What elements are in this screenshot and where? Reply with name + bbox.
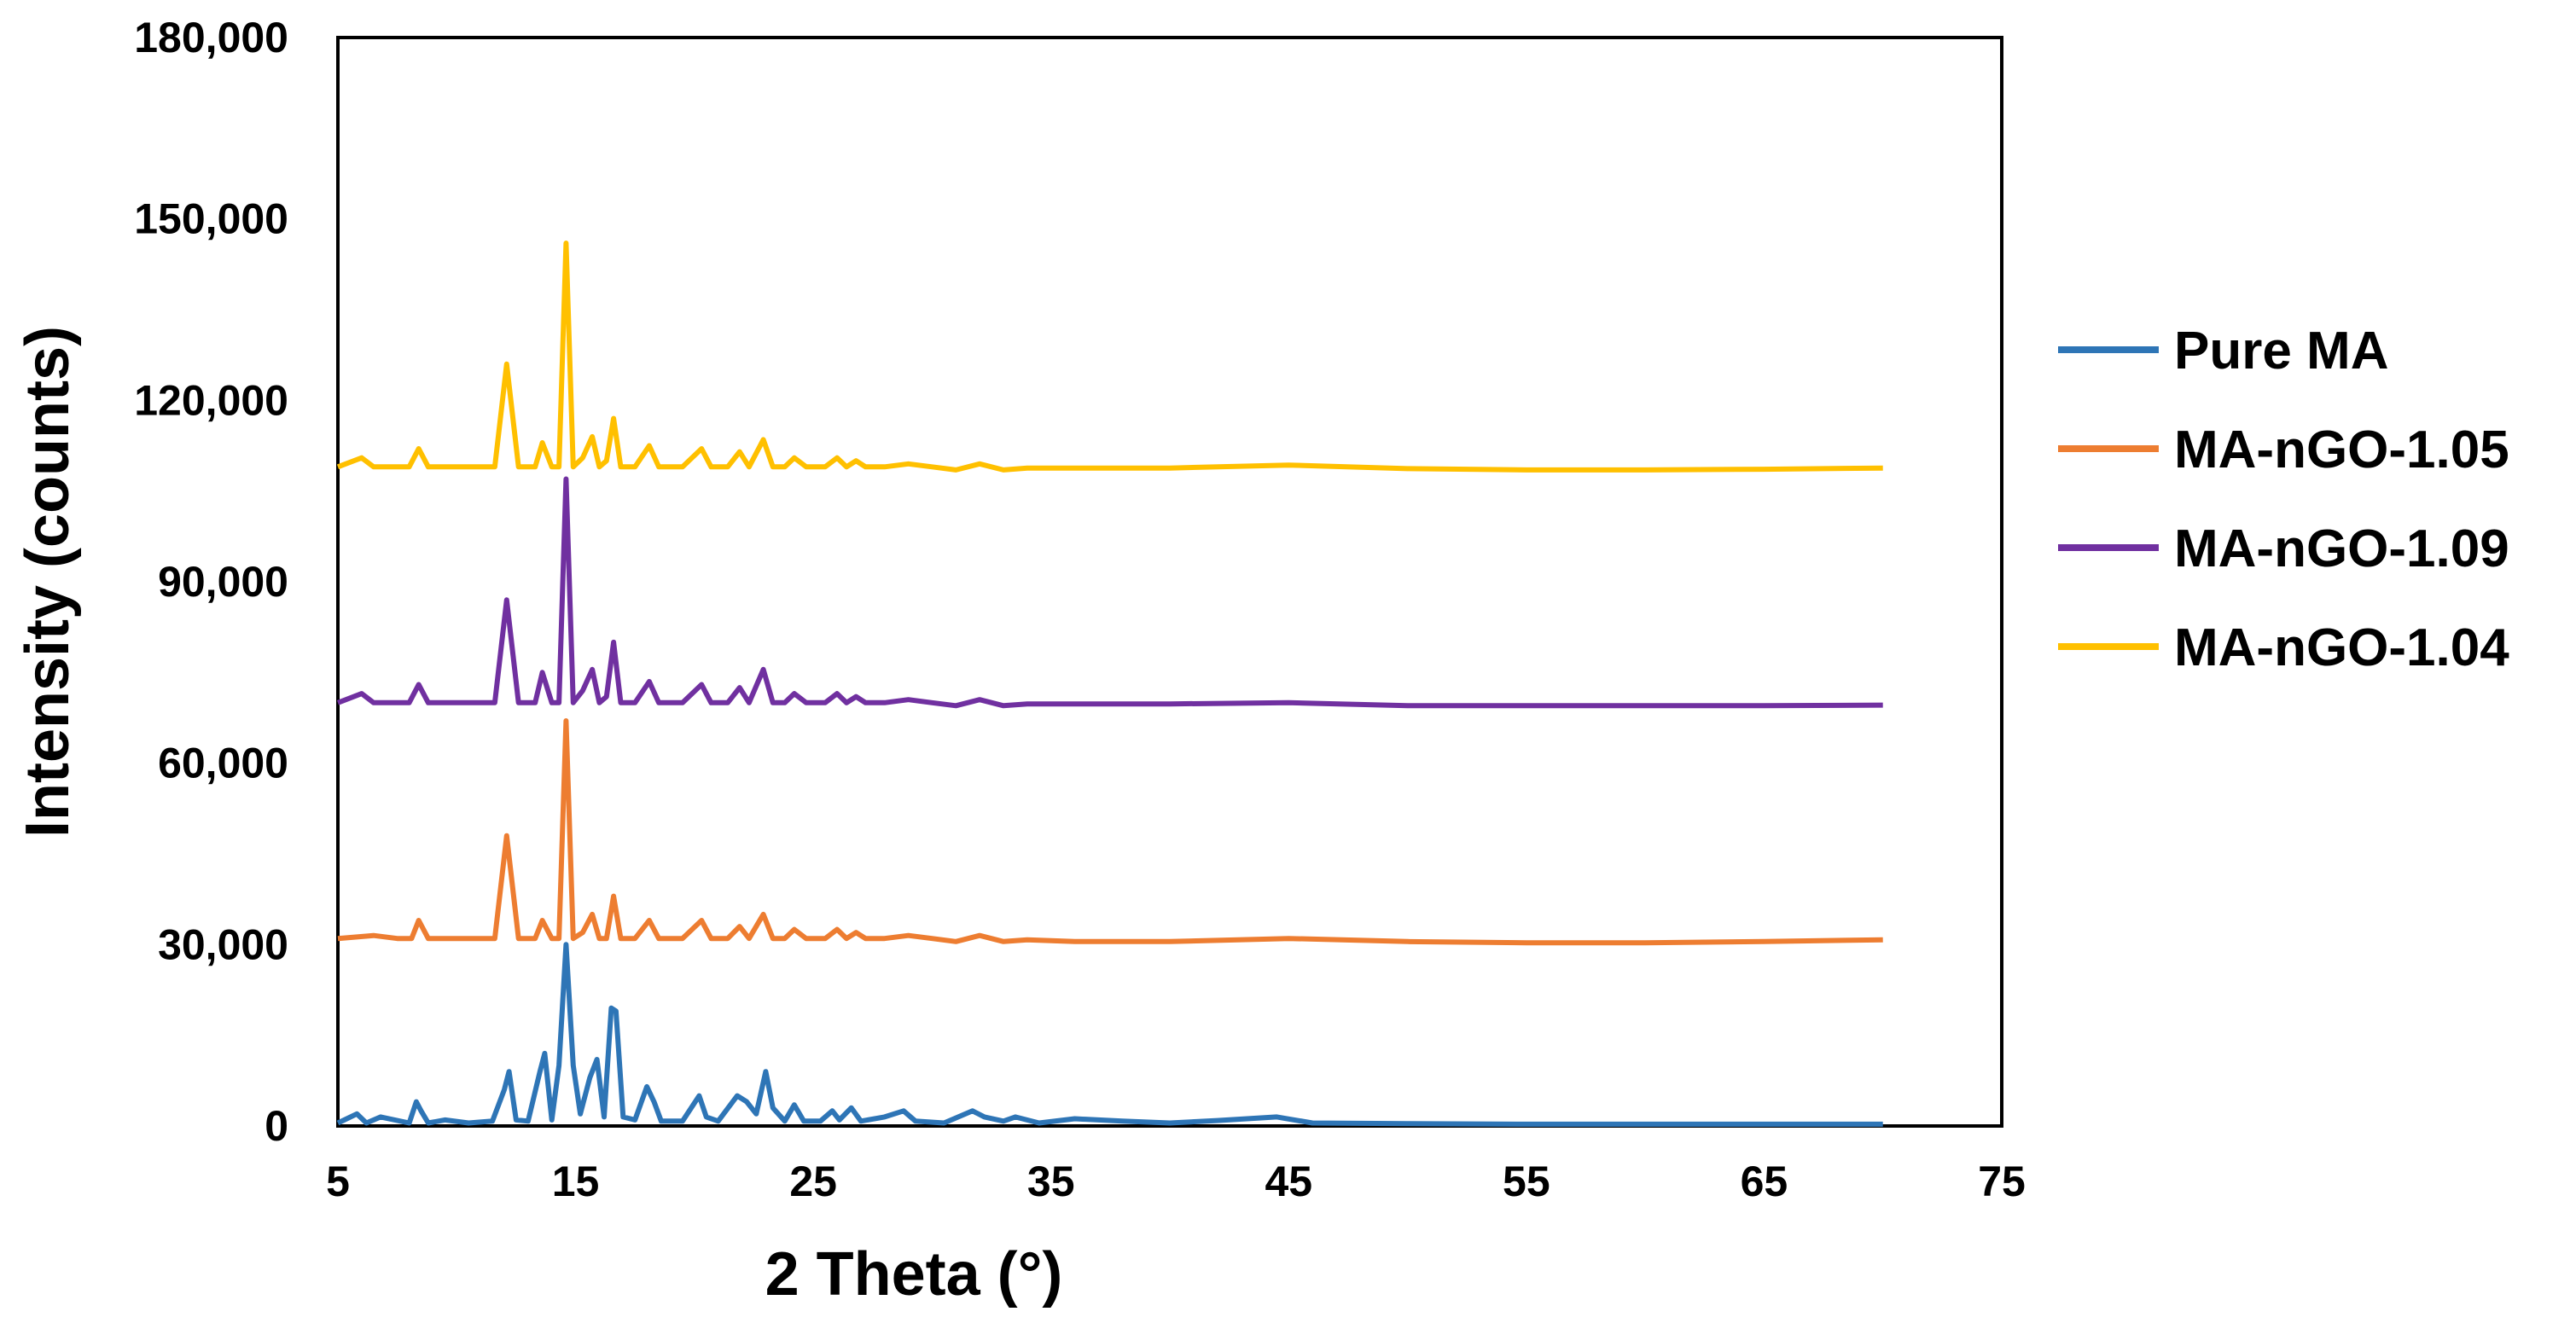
legend-item: MA-nGO-1.04 <box>2058 618 2509 677</box>
legend-label: MA-nGO-1.04 <box>2174 618 2509 677</box>
x-tick-label: 35 <box>1027 1158 1075 1205</box>
tick-labels: 5 15 25 35 45 55 65 75 0 30,000 60,000 90,000 120,00… <box>134 14 2026 1205</box>
series-line-1 <box>337 718 1883 946</box>
x-tick-label: 5 <box>326 1158 350 1205</box>
y-tick-label: 120,000 <box>134 376 288 424</box>
x-tick-label: 45 <box>1265 1158 1312 1205</box>
legend-label: MA-nGO-1.05 <box>2174 421 2509 479</box>
legend-label: MA-nGO-1.09 <box>2174 519 2509 578</box>
x-tick-label: 15 <box>552 1158 600 1205</box>
x-axis-title: 2 Theta (°) <box>765 1240 1063 1309</box>
series-layer <box>336 241 1883 1127</box>
x-tick-label: 55 <box>1503 1158 1550 1205</box>
legend-item: MA-nGO-1.05 <box>2058 421 2509 479</box>
y-tick-label: 90,000 <box>158 558 288 606</box>
series-line-3 <box>336 241 1883 473</box>
y-tick-label: 0 <box>265 1102 288 1150</box>
x-tick-label: 75 <box>1978 1158 2026 1205</box>
legend-item: Pure MA <box>2058 322 2388 380</box>
series-line-2 <box>336 476 1883 709</box>
series-line-0 <box>336 942 1883 1127</box>
legend: Pure MA MA-nGO-1.05 MA-nGO-1.09 MA-nGO-1.04 <box>2058 322 2509 677</box>
y-tick-label: 60,000 <box>158 740 288 787</box>
plot-area-frame <box>336 36 2003 1128</box>
y-tick-label: 180,000 <box>134 14 288 61</box>
legend-item: MA-nGO-1.09 <box>2058 519 2509 578</box>
y-tick-label: 150,000 <box>134 195 288 243</box>
y-tick-label: 30,000 <box>158 920 288 968</box>
y-axis-title: Intensity (counts) <box>14 326 82 838</box>
legend-label: Pure MA <box>2174 322 2388 380</box>
x-tick-label: 65 <box>1741 1158 1788 1205</box>
x-tick-label: 25 <box>789 1158 837 1205</box>
